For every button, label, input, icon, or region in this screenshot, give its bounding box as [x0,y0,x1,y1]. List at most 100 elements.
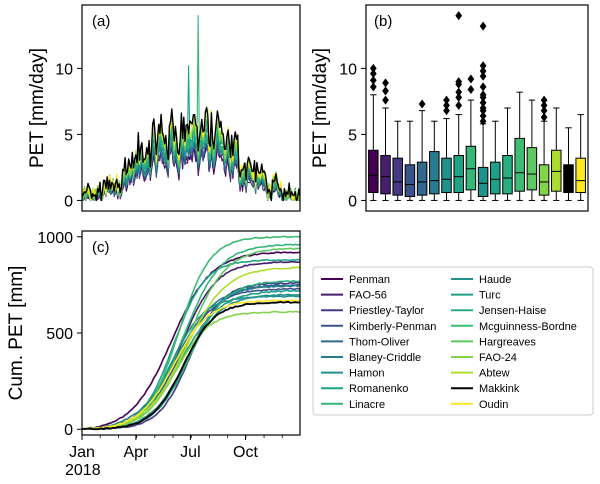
box-jensen-haise [502,155,513,195]
box-thom-oliver [416,161,428,196]
legend-label-haude: Haude [479,274,511,286]
legend-label-thom-oliver: Thom-Oliver [349,336,410,348]
panel-c-xtick-label: Jan [69,444,95,461]
panel-b-boxes [368,11,586,201]
box-outlier-penman [369,63,377,73]
box-hargreaves [526,147,538,191]
box-outlier-fao-56 [382,78,389,88]
box-penman [368,149,379,194]
box-haude [477,166,489,197]
series-a-linacre [81,15,301,201]
panel-c-xticks: Jan Apr Jul Oct [69,435,283,461]
box-outlier-hamon [443,95,450,105]
box-outlier-linacre [467,85,475,95]
legend-items: Penman FAO-56 Priestley-Taylor Kimberly-Pen… [321,274,577,411]
box-outlier-romanenko [455,100,463,110]
box-abtew [551,149,562,192]
legend-label-romanenko: Romanenko [349,383,408,395]
box-outlier-penman [369,69,377,79]
panel-a-ytick-label: 5 [64,127,73,144]
series-a-makkink [81,106,301,202]
legend-label-linacre: Linacre [349,399,385,411]
box-fao-56 [380,155,391,195]
series-c-kimberly-penman [82,287,301,431]
box-outlier-romanenko [455,11,463,21]
box-outlier-romanenko [455,92,463,102]
panel-a-yticks: 0 5 10 [55,61,82,210]
panel-c-ylabel: Cum. PET [mm] [6,266,27,401]
legend-label-fao-24: FAO-24 [479,352,517,364]
box-outlier-fao-56 [382,86,389,96]
panel-c-ytick-label: 500 [46,326,73,343]
box-mcguinness-bordne [514,137,525,192]
box-fao-24 [538,164,550,196]
series-c-blaney-criddle [82,284,301,431]
series-c-haude [82,295,301,431]
box-outlier-haude [479,98,487,108]
panel-b-ylabel: PET [mm/day] [310,48,331,168]
legend-label-abtew: Abtew [479,368,510,380]
box-outlier-haude [479,82,487,92]
box-outlier-fao-56 [382,95,389,105]
panel-a-label: (a) [92,13,110,30]
series-c-makkink [81,300,300,431]
box-outlier-romanenko [455,87,463,97]
series-c-hamon [81,293,301,431]
panel-b-ytick-label: 5 [348,127,357,144]
panel-c-ytick-label: 1000 [37,230,73,247]
box-outlier-thom-oliver [418,99,426,109]
panel-c-label: (c) [92,239,110,256]
box-outlier-fao-24 [540,112,548,122]
box-outlier-haude [479,61,487,71]
series-c-thom-oliver [82,283,300,431]
legend-label-penman: Penman [349,274,390,286]
legend-label-fao-56: FAO-56 [349,290,387,302]
box-outlier-hamon [443,106,450,116]
legend-label-blaney-criddle: Blaney-Criddle [349,352,421,364]
box-outlier-fao-24 [540,106,548,116]
box-outlier-linacre [467,74,475,84]
panel-a-ytick-label: 0 [64,193,73,210]
box-outlier-haude [479,21,487,31]
box-makkink [563,164,574,194]
box-outlier-fao-24 [540,95,548,105]
legend-label-hamon: Hamon [349,368,384,380]
panel-b-yticks: 0 5 10 [339,61,366,210]
box-outlier-haude [479,90,487,100]
panel-c-year-label: 2018 [65,462,101,479]
box-kimberly-penman [404,164,416,197]
legend-label-makkink: Makkink [479,383,520,395]
series-c-penman [81,251,301,430]
box-outlier-haude [479,116,487,126]
series-c-oudin [82,299,300,431]
box-priestley-taylor [392,157,403,196]
panel-c-xtick-label: Oct [233,444,258,461]
panel-b-ytick-label: 10 [339,61,357,78]
panel-a-ylabel: PET [mm/day] [27,48,48,168]
legend-label-hargreaves: Hargreaves [479,336,536,348]
box-outlier-penman [369,82,377,92]
legend-label-mcguinness-bordne: Mcguinness-Bordne [479,321,577,333]
panel-c-yticks: 0 500 1000 [37,230,82,439]
panel-c-xtick-label: Jul [180,444,200,461]
panel-b-ytick-label: 0 [348,193,357,210]
series-a-oudin [81,108,301,201]
box-outlier-romanenko [455,77,463,87]
panel-c-ytick-label: 0 [64,422,73,439]
panel-c-series-group [81,235,301,431]
legend-label-oudin: Oudin [479,399,508,411]
box-outlier-hamon [443,100,450,110]
legend: Penman FAO-56 Priestley-Taylor Kimberly-Pen… [312,266,594,416]
box-outlier-haude [479,71,487,81]
panel-a-frame [81,4,301,212]
legend-label-turc: Turc [479,290,501,302]
box-romanenko [453,155,464,194]
legend-label-kimberly-penman: Kimberly-Penman [349,321,436,333]
series-c-priestley-taylor [81,281,301,431]
panel-b-label: (b) [374,13,392,30]
box-blaney-criddle [429,151,440,195]
box-outlier-haude [479,111,487,121]
panel-a-series-group [81,15,301,202]
